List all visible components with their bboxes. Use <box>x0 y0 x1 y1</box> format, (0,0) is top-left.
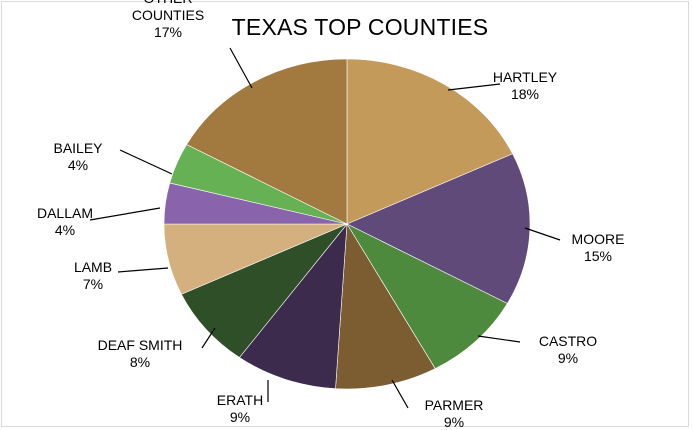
leader-line-castro <box>477 335 521 343</box>
slice-label-bailey: BAILEY 4% <box>53 140 103 173</box>
slice-label-hartley: HARTLEY 18% <box>493 69 558 102</box>
leader-line-lamb <box>117 267 169 273</box>
pie-slice-parmer <box>335 223 436 390</box>
leader-line-moore <box>524 227 561 241</box>
slice-label-other-counties: OTHERCOUNTIES17% <box>132 0 204 40</box>
leader-line-hartley <box>447 83 501 91</box>
pie-slice-hartley <box>346 58 513 225</box>
leader-line-dallam <box>89 207 161 221</box>
pie-slice-other-counties <box>186 58 348 225</box>
slice-label-castro: CASTRO 9% <box>539 333 597 366</box>
slice-label-parmer: PARMER 9% <box>425 397 484 430</box>
slice-label-erath: ERATH 9% <box>217 392 263 425</box>
pie-slice-erath <box>238 223 348 389</box>
slice-label-lamb: LAMB 7% <box>74 259 112 292</box>
leader-line-bailey <box>119 149 173 175</box>
leader-line-other-counties <box>229 47 253 89</box>
leader-line-deaf-smith <box>201 327 216 349</box>
slice-label-moore: MOORE 15% <box>572 231 625 264</box>
leader-line-parmer <box>391 379 409 409</box>
slice-label-dallam: DALLAM 4% <box>37 205 93 238</box>
pie-slice-deaf-smith <box>181 223 348 358</box>
pie-slice-castro <box>346 223 508 369</box>
chart-title: TEXAS TOP COUNTIES <box>231 14 489 40</box>
slice-label-deaf-smith: DEAF SMITH 8% <box>98 337 183 370</box>
